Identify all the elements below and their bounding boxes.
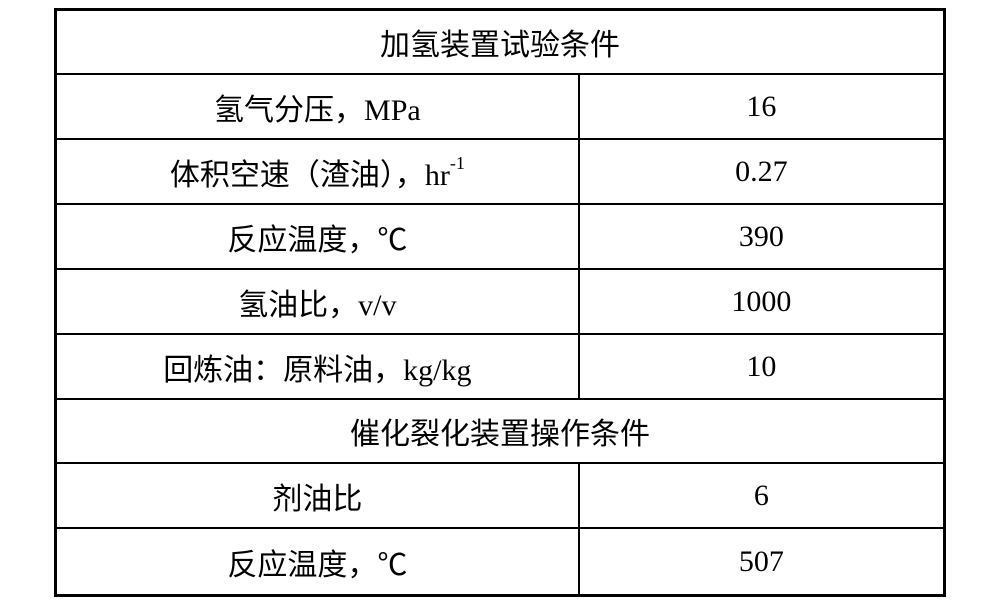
table-row: 反应温度，℃ 390	[57, 205, 943, 270]
table-row: 回炼油：原料油，kg/kg 10	[57, 335, 943, 400]
row-label: 体积空速（渣油），hr-1体积空速（渣油），hr-1	[57, 140, 580, 203]
row-label: 氢油比，v/v	[57, 270, 580, 333]
table-row: 氢油比，v/v 1000	[57, 270, 943, 335]
row-label: 氢气分压，MPa	[57, 75, 580, 138]
row-value: 16	[580, 75, 943, 138]
conditions-table: 加氢装置试验条件 氢气分压，MPa 16 体积空速（渣油），hr-1体积空速（渣…	[54, 8, 946, 597]
row-value: 10	[580, 335, 943, 398]
row-label: 回炼油：原料油，kg/kg	[57, 335, 580, 398]
row-value: 6	[580, 464, 943, 527]
section-header: 加氢装置试验条件	[57, 11, 943, 73]
row-value: 390	[580, 205, 943, 268]
row-value: 1000	[580, 270, 943, 333]
row-value: 0.27	[580, 140, 943, 203]
section-header-row: 催化裂化装置操作条件	[57, 400, 943, 464]
table-row: 反应温度，℃ 507	[57, 529, 943, 594]
table-row: 体积空速（渣油），hr-1体积空速（渣油），hr-1 0.27	[57, 140, 943, 205]
row-value: 507	[580, 529, 943, 594]
table-row: 剂油比 6	[57, 464, 943, 529]
table-row: 氢气分压，MPa 16	[57, 75, 943, 140]
section-header: 催化裂化装置操作条件	[57, 400, 943, 462]
row-label: 反应温度，℃	[57, 205, 580, 268]
section-header-row: 加氢装置试验条件	[57, 11, 943, 75]
row-label: 剂油比	[57, 464, 580, 527]
row-label: 反应温度，℃	[57, 529, 580, 594]
